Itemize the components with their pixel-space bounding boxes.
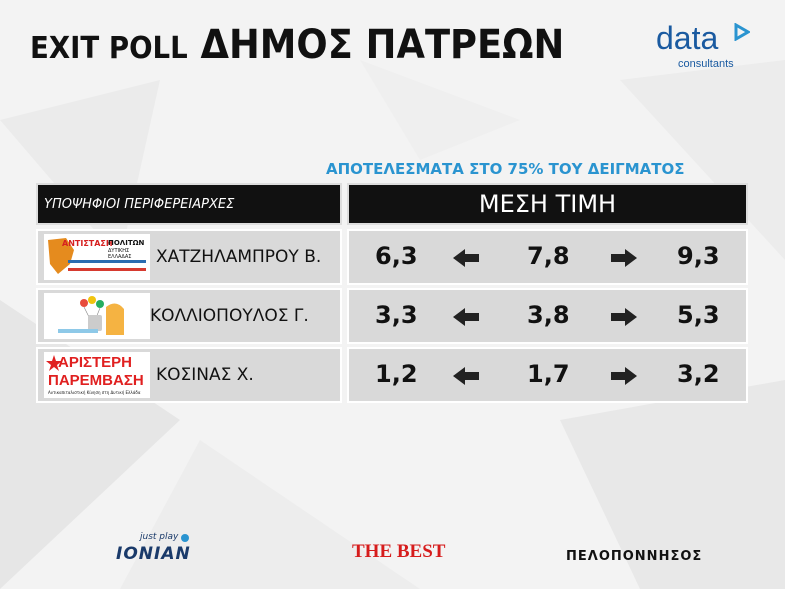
value-high: 9,3 [677,242,720,270]
star-icon [46,355,62,371]
logo-sub: consultants [678,58,734,70]
play-icon [181,534,189,542]
values-row-1: 6,3 7,8 9,3 [347,229,748,285]
value-mean: 3,8 [527,301,570,329]
balloons-logo-graphic [58,296,124,335]
arrow-left-icon [453,308,479,326]
values-row-2: 3,3 3,8 5,3 [347,288,748,344]
play-arrow-icon [734,23,750,41]
data-consultants-logo: data consultants [652,20,762,80]
sample-subtitle: ΑΠΟΤΕΛΕΣΜΑΤΑ ΣΤΟ 75% ΤΟΥ ΔΕΙΓΜΑΤΟΣ [326,160,685,178]
title-exit-poll: EXIT POLL [30,31,188,66]
page-title: EXIT POLL ΔΗΜΟΣ ΠΑΤΡΕΩΝ [30,22,564,68]
candidate-row-1: ΑΝΤΙΣΤΑΣΗ ΠΟΛΙΤΩΝ ΔΥΤΙΚΗΣ ΕΛΛΑΔΑΣ ΧΑΤΖΗΛ… [36,229,342,285]
candidate-row-2: ΚΟΛΛΙΟΠΟΥΛΟΣ Γ. [36,288,342,344]
value-mean: 7,8 [527,242,570,270]
title-municipality: ΔΗΜΟΣ ΠΑΤΡΕΩΝ [200,22,565,68]
value-high: 3,2 [677,360,720,388]
value-mean: 1,7 [527,360,570,388]
value-low: 3,3 [375,301,418,329]
value-low: 6,3 [375,242,418,270]
logo-word: data [656,20,719,56]
header-mean-value: ΜΕΣΗ ΤΙΜΗ [347,183,748,225]
candidate-row-3: ΑΡΙΣΤΕΡΗ ΠΑΡΕΜΒΑΣΗ Αντικαπιταλιστική Κίν… [36,347,342,403]
arrow-left-icon [453,249,479,267]
antistasi-logo-graphic [48,238,146,274]
antistasi-politon-logo: ΑΝΤΙΣΤΑΣΗ ΠΟΛΙΤΩΝ ΔΥΤΙΚΗΣ ΕΛΛΑΔΑΣ [44,234,150,280]
arrow-right-icon [611,249,637,267]
value-high: 5,3 [677,301,720,329]
header-candidates: ΥΠΟΨΗΦΙΟΙ ΠΕΡΙΦΕΡΕΙΑΡΧΕΣ [36,183,342,225]
candidate-name: ΚΟΣΙΝΑΣ Χ. [156,365,254,385]
arrow-right-icon [611,367,637,385]
peloponnisos-logo: ΠΕΛΟΠΟΝΝΗΣΟΣ [566,549,703,564]
balloons-logo [44,293,150,339]
value-low: 1,2 [375,360,418,388]
ionian-logo: just play IONIAN [116,532,191,564]
thebest-logo: THE BEST [352,541,446,562]
candidate-name: ΧΑΤΖΗΛΑΜΠΡΟΥ Β. [156,247,322,267]
aristeri-paremvasi-logo: ΑΡΙΣΤΕΡΗ ΠΑΡΕΜΒΑΣΗ Αντικαπιταλιστική Κίν… [44,352,150,398]
values-row-3: 1,2 1,7 3,2 [347,347,748,403]
arrow-left-icon [453,367,479,385]
arrow-right-icon [611,308,637,326]
candidate-name: ΚΟΛΛΙΟΠΟΥΛΟΣ Γ. [150,306,309,326]
